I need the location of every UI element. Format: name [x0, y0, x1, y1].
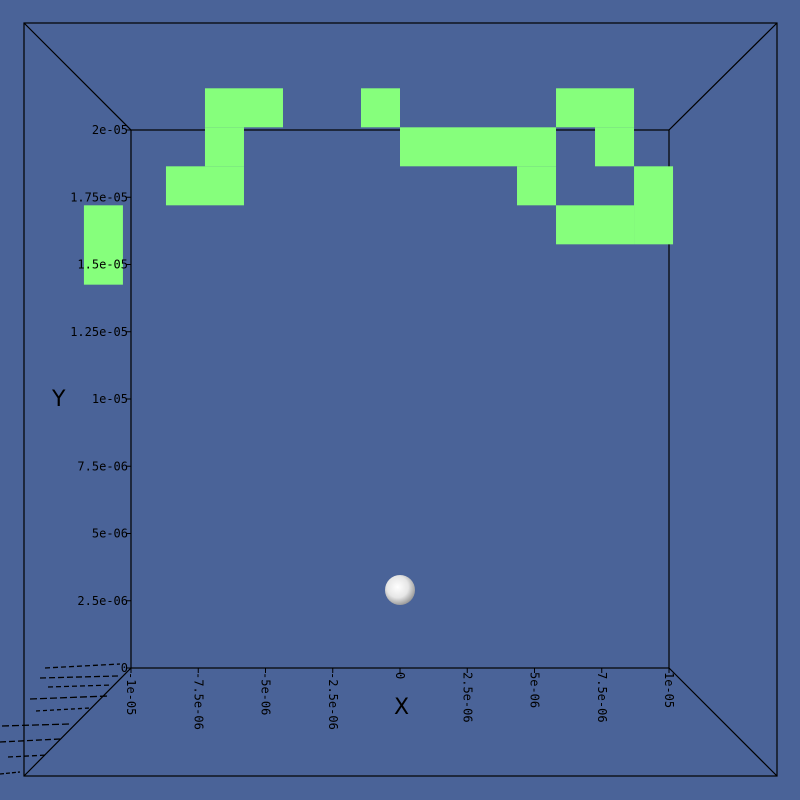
cell-block: [204, 88, 283, 128]
box-edge-bottom-right: [668, 667, 778, 777]
x-tick-label: -7.5e-06: [191, 672, 205, 730]
z-axis-tick-fragments: [0, 663, 121, 775]
x-tick-label: 7.5e-06: [595, 672, 609, 723]
y-tick-label: 5e-06: [92, 527, 128, 541]
x-tick-label: 2.5e-06: [460, 672, 474, 723]
cell-block: [556, 205, 635, 245]
x-tick-label: -1e-05: [124, 672, 138, 715]
cells-layer: [83, 88, 674, 285]
y-tick-label: 2e-05: [92, 123, 128, 137]
y-tick-label: 1e-05: [92, 392, 128, 406]
y-tick-label: 7.5e-06: [77, 459, 128, 473]
y-axis-ticks: 0 2.5e-06 5e-06 7.5e-06 1e-05 1.25e-05 1.5e-05…: [70, 123, 131, 675]
cell-block: [400, 127, 557, 167]
cell-block: [360, 88, 400, 128]
x-tick-label: 5e-06: [528, 672, 542, 708]
x-tick-label: -2.5e-06: [326, 672, 340, 730]
y-tick-label: 1.75e-05: [70, 190, 128, 204]
box-edge-bottom-left: [23, 667, 132, 777]
y-tick-label: 1.25e-05: [70, 325, 128, 339]
cell-block: [556, 88, 635, 128]
cell-block: [595, 127, 635, 167]
y-axis-title: Y: [51, 387, 66, 412]
particle-sphere[interactable]: [385, 574, 415, 605]
box-edge-top-right: [668, 22, 778, 131]
cell-block: [204, 127, 244, 167]
y-tick-label: 2.5e-06: [77, 594, 128, 608]
box-edge-top-left: [23, 22, 132, 131]
x-tick-label: -5e-06: [259, 672, 273, 715]
x-tick-label: 1e-05: [662, 672, 676, 708]
y-tick-label: 1.5e-05: [77, 258, 128, 272]
cell-block: [634, 166, 674, 245]
x-tick-label: 0: [393, 672, 407, 679]
box-outer-frame: [23, 22, 778, 777]
x-axis-title: X: [394, 695, 409, 720]
cell-block: [165, 166, 244, 206]
y-tick-label: 0: [121, 661, 128, 675]
cell-block: [517, 166, 557, 206]
x-axis-ticks: -1e-05 -7.5e-06 -5e-06 -2.5e-06 0 2.5e-06 5e-0…: [124, 668, 676, 730]
cell-block: [83, 205, 123, 285]
